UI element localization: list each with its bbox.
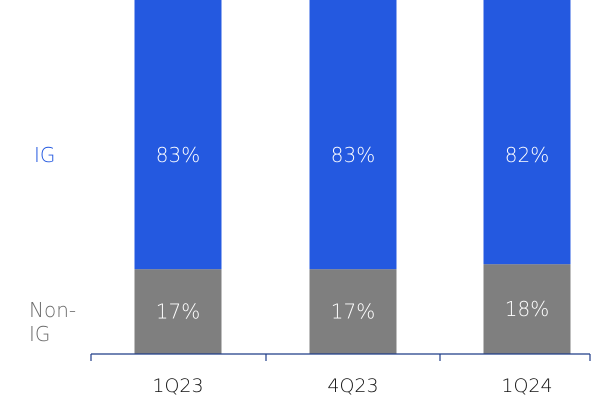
bar-ig-4Q23 bbox=[309, 0, 397, 270]
bar-ig-1Q23 bbox=[134, 0, 222, 270]
bar-non-ig-4Q23 bbox=[309, 269, 397, 354]
data-label-non-ig-1Q24: 18% bbox=[505, 297, 549, 321]
x-tick-label-1Q24: 1Q24 bbox=[501, 375, 552, 397]
x-tick-label-4Q23: 4Q23 bbox=[327, 375, 378, 397]
series-label-non-ig-line1: Non- bbox=[29, 298, 77, 322]
bar-ig-1Q24 bbox=[483, 0, 571, 265]
series-label-non-ig: Non- IG bbox=[29, 298, 99, 346]
data-label-ig-4Q23: 83% bbox=[331, 143, 375, 167]
x-tick-label-1Q23: 1Q23 bbox=[152, 375, 203, 397]
data-label-non-ig-1Q23: 17% bbox=[156, 300, 200, 324]
data-label-ig-1Q23: 83% bbox=[156, 143, 200, 167]
data-label-ig-1Q24: 82% bbox=[505, 143, 549, 167]
bar-non-ig-1Q23 bbox=[134, 269, 222, 354]
series-label-non-ig-line2: IG bbox=[29, 322, 51, 346]
data-label-non-ig-4Q23: 17% bbox=[331, 300, 375, 324]
bar-non-ig-1Q24 bbox=[483, 264, 571, 354]
series-label-ig: IG bbox=[34, 143, 56, 167]
